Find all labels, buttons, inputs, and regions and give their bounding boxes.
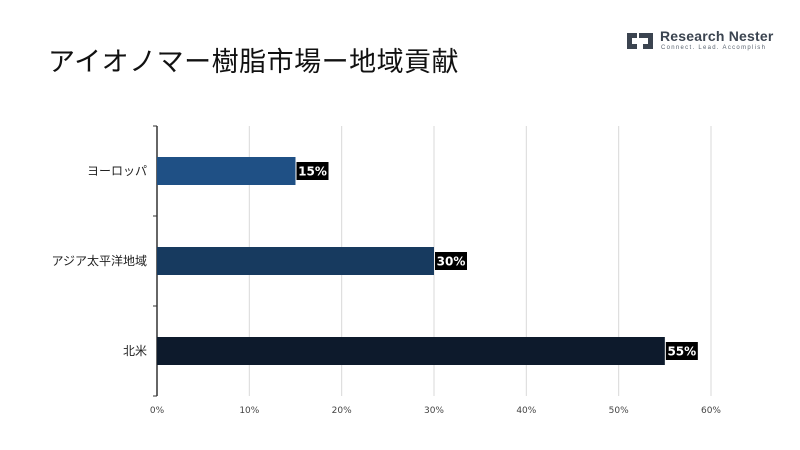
- x-tick-label: 40%: [516, 406, 536, 416]
- brand-name: Research Nester: [660, 28, 774, 44]
- brand-logo: Research Nester Connect. Lead. Accomplis…: [624, 28, 784, 54]
- x-tick-label: 30%: [424, 406, 444, 416]
- x-tick-label: 20%: [332, 406, 352, 416]
- research-nester-logo-icon: [627, 33, 653, 49]
- x-tick-label: 50%: [609, 406, 629, 416]
- x-tick-label: 10%: [239, 406, 259, 416]
- category-label: アジア太平洋地域: [51, 253, 147, 268]
- bar: [157, 247, 434, 275]
- brand-tagline: Connect. Lead. Accomplish: [661, 45, 767, 51]
- data-label-box: [665, 342, 698, 360]
- category-label: ヨーロッパ: [87, 164, 147, 178]
- bar: [157, 337, 665, 365]
- bar: [157, 157, 296, 185]
- data-label-box: [435, 252, 467, 270]
- data-label-box: [296, 162, 329, 180]
- category-label: 北米: [123, 344, 147, 358]
- chart-title: アイオノマー樹脂市場ー地域貢献: [48, 47, 460, 78]
- x-tick-label: 60%: [701, 406, 721, 416]
- data-label: 30%: [437, 255, 466, 269]
- data-label: 55%: [667, 345, 696, 359]
- data-label: 15%: [298, 165, 327, 179]
- x-tick-label: 0%: [150, 406, 165, 416]
